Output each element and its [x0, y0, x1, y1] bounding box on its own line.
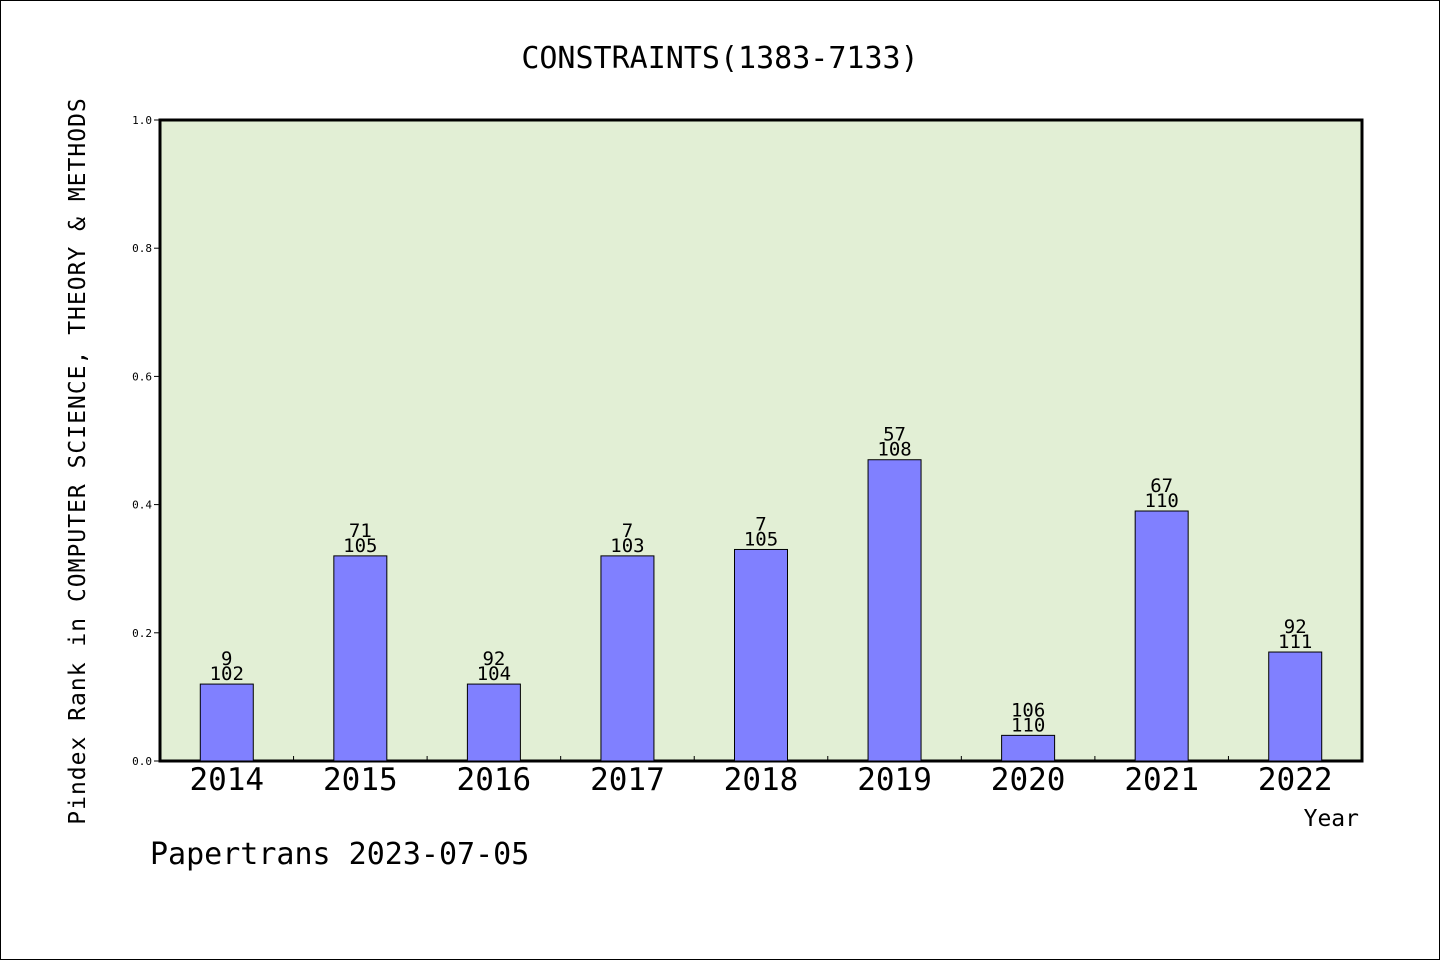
- bar-rank-value: 9: [221, 648, 232, 670]
- bar-rank-value: 7: [755, 513, 766, 535]
- bar-rank-total: 110: [1011, 714, 1045, 736]
- y-axis-label: Pindex Rank in COMPUTER SCIENCE, THEORY …: [65, 97, 91, 825]
- x-category-label: 2015: [323, 762, 398, 798]
- x-category-label: 2021: [1124, 762, 1199, 798]
- bar-2020: [1001, 734, 1056, 762]
- bar-2018: [734, 548, 788, 762]
- x-category-label: 2019: [857, 762, 932, 798]
- y-tick-label: 0.0: [132, 755, 152, 768]
- bar-rank-value: 7: [622, 520, 633, 542]
- x-category-label: 2022: [1258, 762, 1333, 798]
- x-category-label: 2014: [189, 762, 264, 798]
- bars: [199, 459, 1323, 762]
- bar-rank-total: 103: [610, 535, 644, 557]
- bar-2015: [333, 555, 388, 762]
- y-tick-label: 0.6: [132, 370, 152, 383]
- bar-rank-total: 105: [343, 535, 377, 557]
- y-tick-label: 0.2: [132, 627, 152, 640]
- bar-rank-total: 111: [1278, 631, 1312, 653]
- bar-rank-value: 106: [1011, 699, 1045, 721]
- bar-rank-labels: 9102711059210471037105571081061106711092…: [210, 424, 1313, 737]
- bar-rank-value: 57: [883, 424, 906, 446]
- bar-2017: [600, 555, 655, 762]
- x-category-label: 2020: [991, 762, 1066, 798]
- bar-rank-total: 102: [210, 663, 244, 685]
- x-category-label: 2018: [724, 762, 799, 798]
- bar-rank-total: 108: [877, 439, 911, 461]
- y-tick-label: 0.4: [132, 499, 152, 512]
- bar-2022: [1268, 651, 1323, 762]
- x-axis-label: Year: [1304, 806, 1359, 832]
- bar-rank-value: 71: [349, 520, 372, 542]
- bar-rank-value: 67: [1150, 475, 1173, 497]
- chart-title: CONSTRAINTS(1383-7133): [521, 41, 918, 76]
- y-tick-label: 0.8: [132, 242, 152, 255]
- bar-rank-total: 104: [477, 663, 511, 685]
- x-axis-category-labels: 2014 2015 2016 2017 2018 2019 2020 2021 2022: [189, 762, 1332, 798]
- bar-2014: [199, 683, 254, 762]
- bar-rank-value: 92: [1284, 616, 1307, 638]
- y-tick-label: 1.0: [132, 114, 152, 127]
- bar-2019: [867, 459, 922, 762]
- bar-2021: [1134, 510, 1189, 762]
- bar-rank-total: 105: [744, 528, 778, 550]
- bar-2016: [466, 683, 521, 762]
- footer-note: Papertrans 2023-07-05: [150, 837, 529, 872]
- x-axis-ticks: [293, 756, 1229, 761]
- bar-rank-value: 92: [482, 648, 505, 670]
- x-category-label: 2016: [457, 762, 532, 798]
- y-axis-ticks: 0.0 0.2 0.4 0.6 0.8 1.0: [132, 114, 160, 768]
- x-category-label: 2017: [590, 762, 665, 798]
- bar-rank-total: 110: [1145, 490, 1179, 512]
